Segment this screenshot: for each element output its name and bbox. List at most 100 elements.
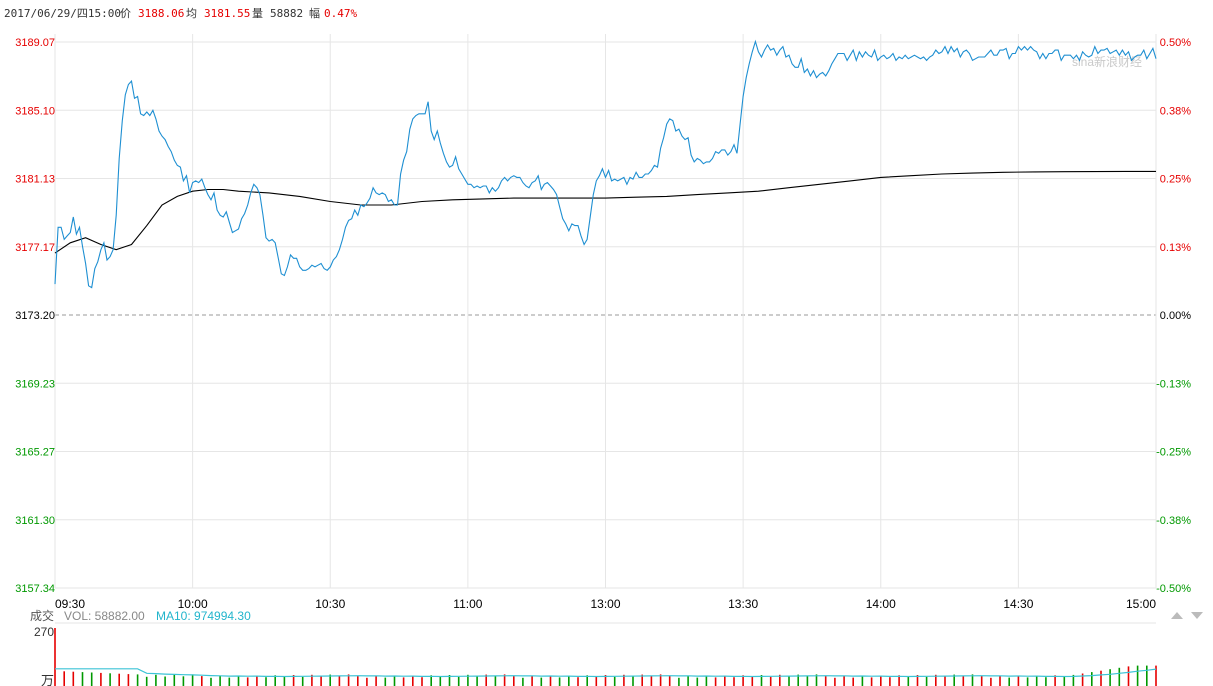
volume-bar (1045, 677, 1047, 686)
header-volume-label: 量 (252, 7, 263, 20)
volume-bar (256, 675, 258, 686)
volume-label: 成交 (30, 608, 54, 623)
volume-panel: 成交 VOL: 58882.00 MA10: 974994.30 270 万 (30, 608, 1157, 686)
pct-tick-label: -0.13% (1156, 378, 1191, 390)
volume-bar (127, 674, 130, 686)
x-tick-label: 13:30 (728, 597, 758, 611)
volume-bar (751, 677, 754, 686)
volume-bar (301, 676, 304, 686)
volume-value: VOL: 58882.00 (64, 609, 145, 623)
volume-bar (274, 675, 276, 686)
volume-bar (430, 675, 432, 686)
volume-bar (1063, 677, 1066, 686)
price-line (54, 39, 1157, 289)
volume-bar (118, 673, 120, 686)
volume-bar (641, 674, 643, 686)
y-tick-label: 3173.20 (15, 310, 55, 322)
volume-bar (513, 676, 515, 686)
volume-bar (806, 676, 809, 686)
volume-bar (357, 676, 359, 686)
volume-bar (347, 674, 350, 686)
pct-tick-label: -0.38% (1156, 515, 1191, 527)
volume-bar (980, 676, 983, 686)
volume-bar (659, 674, 662, 686)
x-tick-label: 10:00 (178, 597, 208, 611)
y-tick-label: 3185.10 (15, 105, 55, 117)
volume-bar (320, 676, 322, 686)
y-tick-label: 3157.34 (15, 583, 55, 595)
scroll-controls[interactable] (1171, 612, 1203, 619)
volume-bar (164, 676, 166, 686)
volume-bar (586, 675, 588, 686)
y-tick-label: 3189.07 (15, 37, 55, 49)
volume-bar (476, 676, 478, 686)
y-tick-label: 3161.30 (15, 515, 55, 527)
volume-bar (916, 675, 919, 686)
scroll-down-icon[interactable] (1191, 612, 1203, 619)
volume-bar (100, 672, 102, 686)
header-avg: 3181.55 (204, 7, 250, 20)
volume-bar (265, 677, 267, 686)
volume-bar (191, 674, 194, 686)
volume-bar (577, 677, 579, 686)
header-datetime: 2017/06/29/四15:00 (4, 7, 121, 20)
volume-bar (182, 676, 185, 686)
volume-bar (467, 674, 469, 686)
avg-price-line (54, 170, 1156, 254)
volume-bar (696, 677, 699, 686)
volume-bar (843, 675, 845, 686)
volume-bar (880, 675, 882, 686)
volume-unit-label: 万 (41, 673, 54, 686)
pct-tick-label: -0.50% (1156, 583, 1191, 595)
volume-bar (421, 677, 423, 686)
volume-ma-line (55, 668, 1157, 678)
pct-tick-label: 0.38% (1160, 105, 1191, 117)
volume-ma10: MA10: 974994.30 (156, 609, 251, 623)
header-volume: 58882 (270, 7, 303, 20)
volume-bar (613, 676, 616, 686)
pct-tick-label: 0.00% (1160, 310, 1191, 322)
volume-bar (54, 628, 56, 686)
volume-bar (1136, 665, 1139, 686)
scroll-up-icon[interactable] (1171, 612, 1183, 619)
volume-bar (136, 674, 139, 686)
volume-bar (412, 675, 414, 686)
volume-bar (522, 677, 524, 686)
volume-bar (90, 672, 93, 686)
volume-bar (971, 674, 974, 686)
x-tick-label: 14:30 (1003, 597, 1033, 611)
volume-bar (815, 674, 818, 686)
volume-bar (1091, 672, 1093, 686)
volume-bar (402, 677, 405, 686)
volume-bar (1146, 665, 1148, 686)
volume-bar (852, 677, 854, 686)
volume-bar (898, 675, 900, 686)
volume-bar (338, 676, 341, 686)
volume-bar (962, 676, 965, 686)
header-price: 3188.06 (138, 7, 184, 20)
volume-bar (889, 677, 891, 686)
volume-bar (632, 676, 634, 686)
pct-tick-label: 0.25% (1160, 174, 1191, 186)
volume-bar (678, 677, 680, 686)
x-tick-label: 14:00 (866, 597, 896, 611)
volume-bar (1100, 670, 1102, 686)
volume-bar (990, 677, 992, 686)
volume-bar (953, 674, 955, 686)
volume-bar (650, 676, 653, 686)
volume-bar (724, 675, 726, 686)
volume-bar (1118, 667, 1121, 686)
volume-bar (733, 677, 735, 686)
volume-bar (145, 676, 148, 686)
volume-bar (201, 676, 203, 686)
volume-bar (1127, 666, 1130, 686)
volume-bar (494, 676, 497, 686)
pct-tick-label: -0.25% (1156, 447, 1191, 459)
volume-bar (870, 677, 873, 686)
volume-bar (1109, 669, 1111, 686)
volume-bar (237, 675, 240, 686)
volume-bar (531, 675, 533, 686)
pct-tick-label: 0.50% (1160, 37, 1191, 49)
grid (54, 34, 1157, 589)
volume-bar (311, 674, 313, 686)
